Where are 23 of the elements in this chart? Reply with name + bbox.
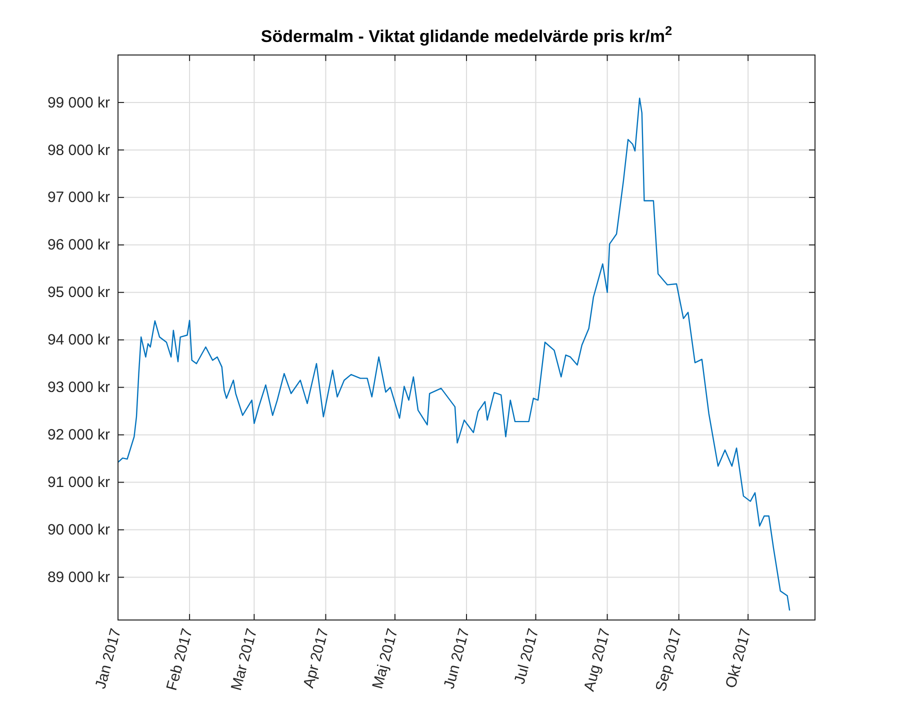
x-tick-label: Mar 2017 (228, 626, 261, 692)
x-tick-label: Jun 2017 (440, 626, 474, 691)
y-tick-label: 98 000 kr (47, 142, 110, 159)
y-tick-label: 96 000 kr (47, 236, 110, 254)
x-tick-label: Jul 2017 (511, 626, 542, 686)
y-tick-label: 99 000 kr (47, 94, 110, 112)
x-tick-label: Apr 2017 (300, 626, 332, 690)
x-tick-label: Feb 2017 (163, 626, 196, 692)
y-tick-label: 89 000 kr (47, 569, 110, 586)
chart-title: Södermalm - Viktat glidande medelvärde pris kr/m$^{2}$ (260, 22, 672, 46)
x-tick-label: Okt 2017 (722, 626, 755, 690)
line-series (117, 98, 790, 612)
y-tick-label: 91 000 kr (47, 474, 110, 492)
y-tick-label: 90 000 kr (47, 522, 110, 539)
x-tick-label: Aug 2017 (580, 626, 614, 694)
y-tick-label: 94 000 kr (47, 332, 110, 349)
y-tick-label: 97 000 kr (47, 189, 110, 206)
x-tick-label: Maj 2017 (369, 626, 402, 691)
x-tick-label: Sep 2017 (652, 626, 686, 694)
y-tick-label: 93 000 kr (47, 379, 110, 396)
y-tick-label: 92 000 kr (47, 426, 110, 444)
x-tick-label: Jan 2017 (92, 626, 125, 691)
y-tick-label: 95 000 kr (47, 284, 110, 302)
